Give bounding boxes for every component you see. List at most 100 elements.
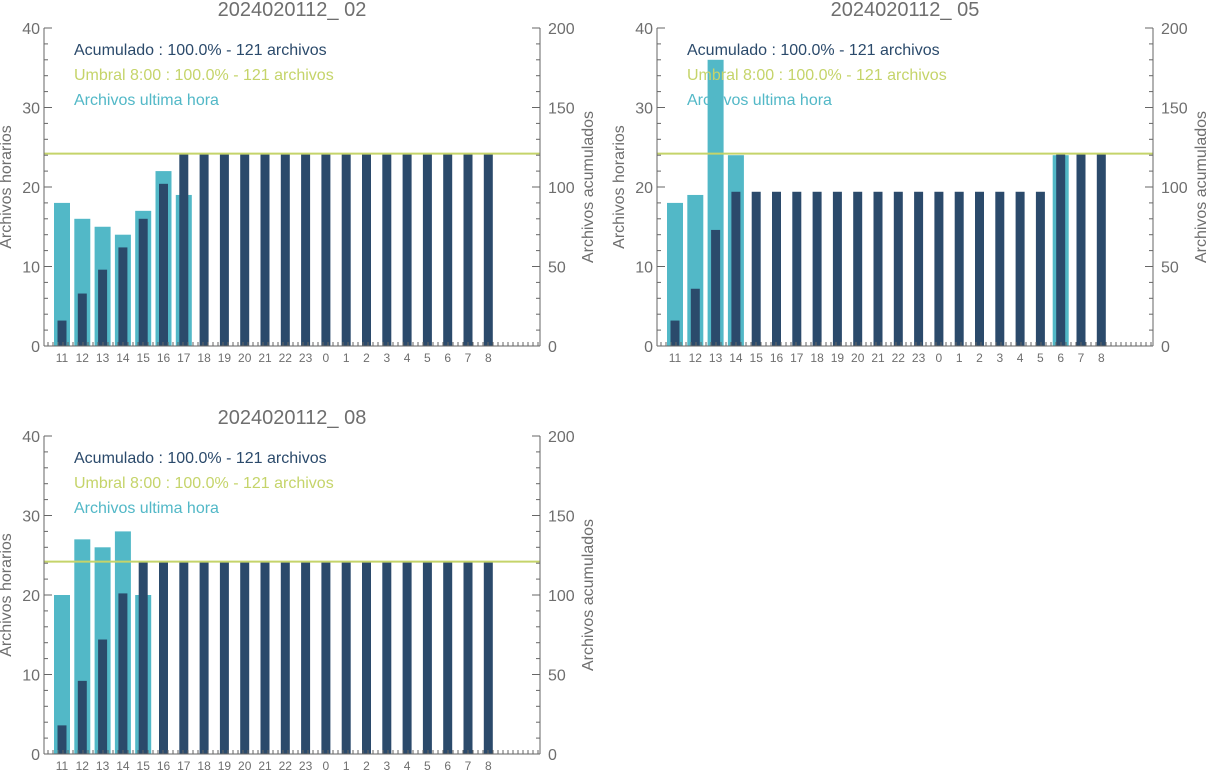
bar-accumulated (199, 561, 209, 754)
x-tick-label: 17 (177, 759, 191, 771)
bar-accumulated (240, 561, 250, 754)
left-axis-title: Archivos horarios (0, 125, 15, 249)
legend-accumulated: Acumulado : 100.0% - 121 archivos (74, 42, 327, 59)
bar-accumulated (98, 639, 108, 754)
right-tick-label: 200 (548, 429, 575, 446)
x-tick-label: 20 (238, 351, 252, 365)
right-tick-label: 50 (548, 260, 566, 277)
bar-accumulated (1056, 153, 1066, 346)
bar-last-hour (54, 595, 70, 754)
x-tick-label: 8 (485, 351, 492, 365)
bar-accumulated (832, 191, 842, 346)
right-tick-label: 0 (548, 747, 557, 764)
left-tick-label: 30 (22, 101, 40, 118)
x-tick-label: 4 (1017, 351, 1024, 365)
x-tick-label: 3 (383, 759, 390, 771)
left-tick-label: 0 (31, 339, 40, 356)
bar-accumulated (422, 561, 432, 754)
bar-accumulated (995, 191, 1005, 346)
bar-accumulated (1035, 191, 1045, 346)
bar-accumulated (240, 153, 250, 346)
bar-accumulated (670, 320, 680, 346)
bar-accumulated (57, 320, 67, 346)
x-tick-label: 6 (1057, 351, 1064, 365)
x-tick-label: 19 (831, 351, 845, 365)
bar-accumulated (77, 293, 87, 346)
x-tick-label: 13 (96, 351, 110, 365)
x-tick-label: 7 (465, 351, 472, 365)
x-tick-label: 22 (279, 351, 293, 365)
right-axis-title: Archivos acumulados (580, 111, 597, 263)
x-tick-label: 14 (116, 351, 130, 365)
x-tick-label: 17 (790, 351, 804, 365)
right-axis-title: Archivos acumulados (1193, 111, 1206, 263)
bar-accumulated (219, 153, 229, 346)
bar-accumulated (341, 561, 351, 754)
bar-last-hour (54, 202, 70, 346)
bar-accumulated (260, 153, 270, 346)
bar-accumulated (362, 561, 371, 754)
left-tick-label: 40 (22, 429, 40, 446)
bar-accumulated (280, 561, 290, 754)
bar-accumulated (321, 153, 331, 346)
left-tick-label: 20 (22, 588, 40, 605)
x-tick-label: 12 (76, 759, 90, 771)
right-tick-label: 0 (548, 339, 557, 356)
bar-accumulated (934, 191, 944, 346)
bar-accumulated (792, 191, 802, 346)
right-tick-label: 200 (1161, 21, 1188, 38)
left-axis-title: Archivos horarios (0, 533, 15, 657)
right-tick-label: 50 (1161, 260, 1179, 277)
bar-accumulated (341, 153, 351, 346)
left-tick-label: 30 (22, 509, 40, 526)
x-tick-label: 18 (197, 351, 211, 365)
bar-accumulated (402, 153, 412, 346)
legend-accumulated: Acumulado : 100.0% - 121 archivos (74, 450, 327, 467)
x-tick-label: 3 (383, 351, 390, 365)
bar-accumulated (118, 593, 128, 754)
x-tick-label: 20 (238, 759, 252, 771)
x-tick-label: 15 (137, 351, 151, 365)
bar-accumulated (159, 561, 168, 754)
bar-accumulated (914, 191, 924, 346)
x-tick-label: 19 (218, 759, 232, 771)
bar-accumulated (1015, 191, 1025, 346)
bar-accumulated (382, 561, 392, 754)
x-tick-label: 23 (299, 759, 313, 771)
bar-accumulated (853, 191, 863, 346)
x-tick-label: 14 (729, 351, 743, 365)
bar-accumulated (463, 561, 473, 754)
bar-accumulated (159, 183, 168, 346)
left-tick-label: 0 (31, 747, 40, 764)
x-tick-label: 8 (1098, 351, 1105, 365)
right-tick-label: 100 (1161, 180, 1188, 197)
legend-last-hour: Archivos ultima hora (687, 92, 832, 109)
chart-title: 2024020112_ 02 (218, 0, 367, 21)
bar-accumulated (954, 191, 964, 346)
x-tick-label: 18 (810, 351, 824, 365)
bar-accumulated (812, 191, 822, 346)
x-tick-label: 16 (157, 351, 171, 365)
bar-accumulated (118, 247, 128, 346)
bar-accumulated (219, 561, 229, 754)
x-tick-label: 14 (116, 759, 130, 771)
right-tick-label: 100 (548, 588, 575, 605)
x-tick-label: 5 (424, 351, 431, 365)
x-tick-label: 7 (465, 759, 472, 771)
bar-accumulated (382, 153, 392, 346)
bar-accumulated (873, 191, 883, 346)
x-tick-label: 7 (1078, 351, 1085, 365)
left-tick-label: 20 (22, 180, 40, 197)
bar-accumulated (362, 153, 371, 346)
x-tick-label: 16 (770, 351, 784, 365)
bar-accumulated (731, 191, 741, 346)
bar-accumulated (199, 153, 209, 346)
right-axis-title: Archivos acumulados (580, 519, 597, 671)
bar-accumulated (422, 153, 432, 346)
left-tick-label: 0 (644, 339, 653, 356)
left-axis-title: Archivos horarios (611, 125, 628, 249)
